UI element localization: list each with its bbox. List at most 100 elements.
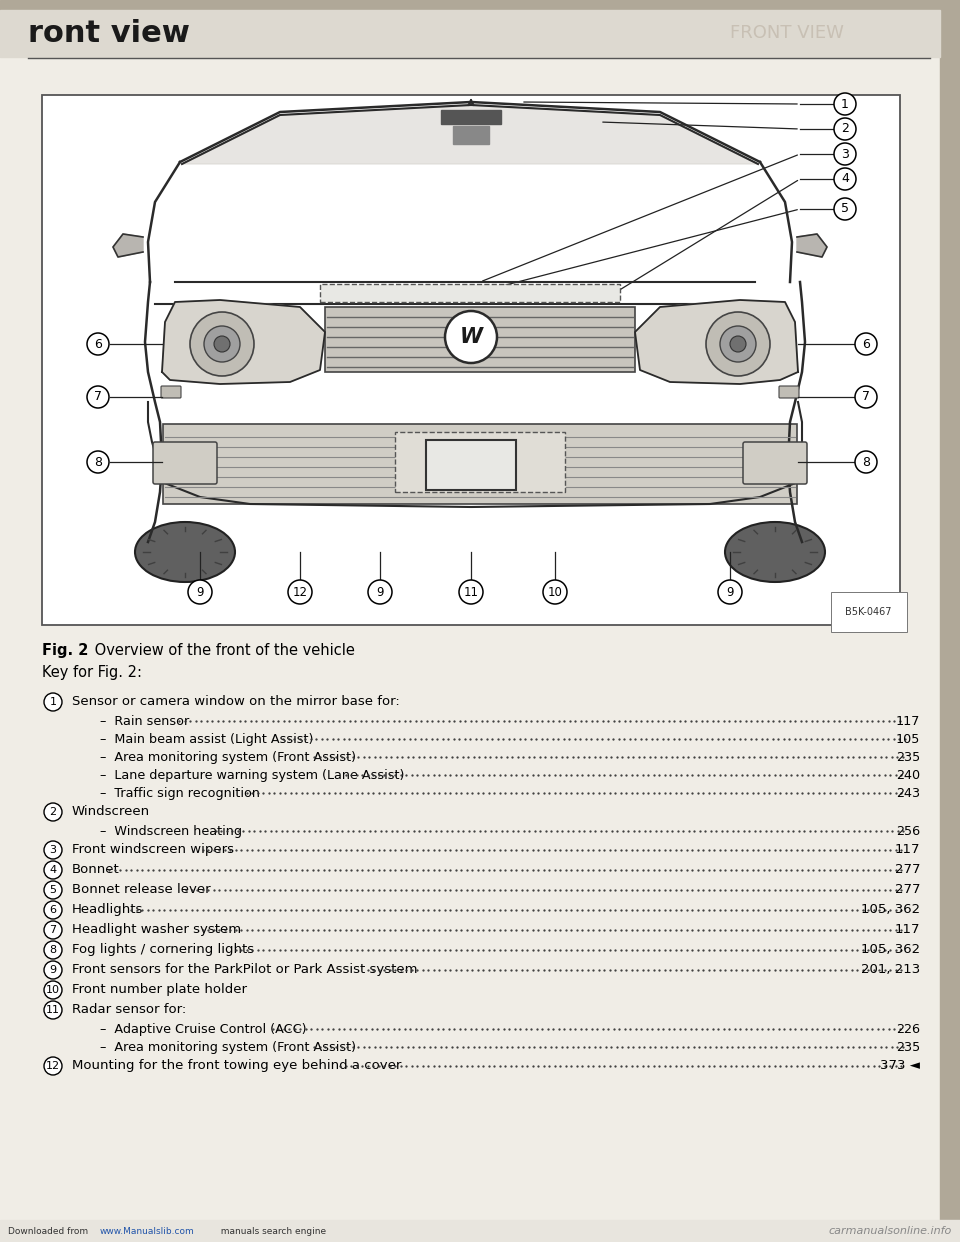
Text: Headlight washer system: Headlight washer system — [72, 923, 241, 936]
Text: 117: 117 — [896, 715, 920, 728]
Text: 9: 9 — [376, 585, 384, 599]
Circle shape — [718, 580, 742, 604]
Text: 7: 7 — [49, 925, 57, 935]
Text: 235: 235 — [896, 751, 920, 764]
Bar — [395, 432, 565, 492]
Bar — [0, 0, 960, 10]
Polygon shape — [113, 233, 143, 257]
Text: 4: 4 — [841, 173, 849, 185]
Text: 11: 11 — [464, 585, 478, 599]
Text: 117: 117 — [895, 843, 920, 856]
Text: –  Rain sensor: – Rain sensor — [100, 715, 189, 728]
Text: Sensor or camera window on the mirror base for:: Sensor or camera window on the mirror ba… — [72, 696, 399, 708]
Circle shape — [706, 312, 770, 376]
Circle shape — [44, 1001, 62, 1018]
Ellipse shape — [135, 522, 235, 582]
Text: ront view: ront view — [28, 19, 190, 47]
Text: B5K-0467: B5K-0467 — [846, 607, 892, 617]
Text: 8: 8 — [94, 456, 102, 468]
Text: 6: 6 — [862, 338, 870, 350]
Bar — [0, 1220, 960, 1242]
Text: 277: 277 — [895, 863, 920, 876]
Polygon shape — [797, 233, 827, 257]
Text: www.Manualslib.com: www.Manualslib.com — [100, 1227, 195, 1236]
Text: W: W — [460, 327, 483, 347]
Polygon shape — [635, 301, 798, 384]
Circle shape — [44, 900, 62, 919]
Text: 12: 12 — [46, 1061, 60, 1071]
Circle shape — [855, 333, 877, 355]
Circle shape — [44, 861, 62, 879]
Circle shape — [834, 118, 856, 140]
Circle shape — [87, 333, 109, 355]
Text: 5: 5 — [50, 886, 57, 895]
Circle shape — [855, 386, 877, 409]
Circle shape — [204, 325, 240, 361]
Text: Front sensors for the ParkPilot or Park Assist system: Front sensors for the ParkPilot or Park … — [72, 963, 418, 976]
Text: Front number plate holder: Front number plate holder — [72, 982, 247, 996]
Circle shape — [44, 841, 62, 859]
Bar — [42, 94, 900, 625]
Circle shape — [44, 922, 62, 939]
Text: 11: 11 — [46, 1005, 60, 1015]
Text: carmanualsonline.info: carmanualsonline.info — [828, 1226, 952, 1236]
Text: –  Area monitoring system (Front Assist): – Area monitoring system (Front Assist) — [100, 751, 356, 764]
Bar — [320, 284, 620, 302]
Circle shape — [445, 310, 497, 363]
Text: 9: 9 — [49, 965, 57, 975]
Circle shape — [834, 168, 856, 190]
Text: Bonnet: Bonnet — [72, 863, 120, 876]
Text: manuals search engine: manuals search engine — [215, 1227, 326, 1236]
Polygon shape — [182, 106, 758, 164]
Text: 105, 362: 105, 362 — [861, 903, 920, 917]
Text: 6: 6 — [94, 338, 102, 350]
Text: 5: 5 — [841, 202, 849, 216]
Text: –  Adaptive Cruise Control (ACC): – Adaptive Cruise Control (ACC) — [100, 1023, 306, 1036]
Circle shape — [44, 941, 62, 959]
Circle shape — [44, 881, 62, 899]
Text: 7: 7 — [862, 390, 870, 404]
Text: 201, 213: 201, 213 — [861, 963, 920, 976]
Bar — [441, 111, 501, 124]
Text: 3: 3 — [50, 845, 57, 854]
Circle shape — [190, 312, 254, 376]
Circle shape — [834, 197, 856, 220]
Text: 9: 9 — [196, 585, 204, 599]
Text: 243: 243 — [896, 787, 920, 800]
Circle shape — [720, 325, 756, 361]
Text: 235: 235 — [896, 1041, 920, 1054]
Text: –  Area monitoring system (Front Assist): – Area monitoring system (Front Assist) — [100, 1041, 356, 1054]
Circle shape — [44, 693, 62, 710]
Text: 256: 256 — [896, 825, 920, 838]
Polygon shape — [162, 301, 325, 384]
Text: –  Main beam assist (Light Assist): – Main beam assist (Light Assist) — [100, 733, 313, 746]
Circle shape — [288, 580, 312, 604]
Text: FRONT VIEW: FRONT VIEW — [730, 24, 844, 42]
Circle shape — [214, 337, 230, 351]
Text: Fog lights / cornering lights: Fog lights / cornering lights — [72, 943, 254, 956]
Text: Overview of the front of the vehicle: Overview of the front of the vehicle — [90, 643, 355, 658]
Text: Headlights: Headlights — [72, 903, 143, 917]
Text: 1: 1 — [50, 697, 57, 707]
Text: 4: 4 — [49, 864, 57, 876]
Text: Mounting for the front towing eye behind a cover: Mounting for the front towing eye behind… — [72, 1059, 401, 1072]
Text: Windscreen: Windscreen — [72, 805, 150, 818]
Bar — [325, 307, 635, 373]
Text: Radar sensor for:: Radar sensor for: — [72, 1004, 186, 1016]
Text: 8: 8 — [49, 945, 57, 955]
Circle shape — [44, 804, 62, 821]
Text: Bonnet release lever: Bonnet release lever — [72, 883, 210, 895]
Circle shape — [834, 143, 856, 165]
Circle shape — [87, 451, 109, 473]
Bar — [940, 0, 960, 1242]
FancyBboxPatch shape — [779, 386, 799, 397]
Text: –  Lane departure warning system (Lane Assist): – Lane departure warning system (Lane As… — [100, 769, 404, 782]
Text: 9: 9 — [727, 585, 733, 599]
Circle shape — [44, 1057, 62, 1076]
Circle shape — [44, 981, 62, 999]
Circle shape — [459, 580, 483, 604]
Text: –  Windscreen heating: – Windscreen heating — [100, 825, 242, 838]
Text: 2: 2 — [841, 123, 849, 135]
Text: 277: 277 — [895, 883, 920, 895]
Text: 240: 240 — [896, 769, 920, 782]
